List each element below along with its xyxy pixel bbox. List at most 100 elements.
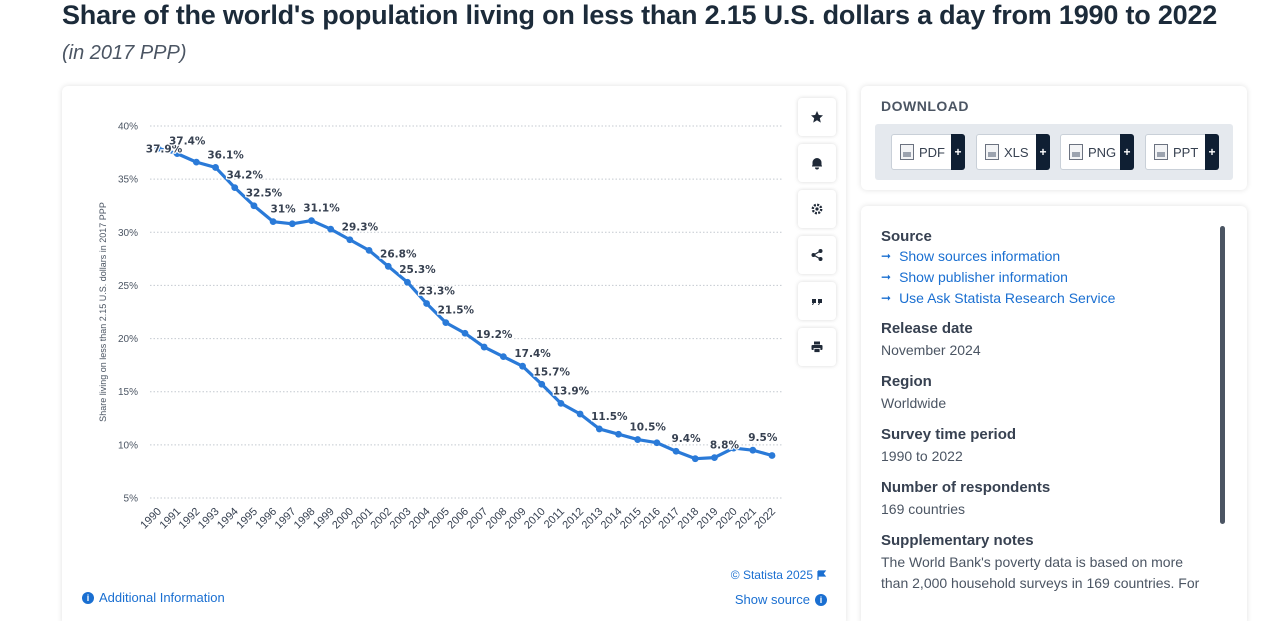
survey-period-value: 1990 to 2022 [881, 448, 963, 464]
data-point [231, 184, 239, 192]
respondents-heading: Number of respondents [881, 479, 1051, 496]
release-date-heading: Release date [881, 320, 973, 337]
data-point [192, 158, 200, 166]
x-tick-label: 2001 [349, 506, 375, 532]
x-tick-label: 2013 [580, 506, 606, 532]
data-point [595, 425, 603, 433]
statistic-info-panel: Source ➞ Show sources information ➞ Show p… [861, 206, 1247, 621]
ppt-file-icon [1154, 144, 1168, 160]
show-source-link[interactable]: Show source i [735, 592, 827, 607]
show-publisher-link[interactable]: ➞ Show publisher information [881, 268, 1211, 287]
release-date-value: November 2024 [881, 342, 981, 358]
share-button[interactable] [798, 236, 836, 274]
line-chart: 5% 10% 15% 20% 25% 30% 35% 40% Share living on l… [98, 122, 782, 532]
x-tick-label: 2007 [465, 506, 491, 532]
data-point [423, 300, 431, 307]
y-tick-label: 25% [118, 281, 138, 292]
print-button[interactable] [798, 328, 836, 366]
data-label: 31.1% [303, 203, 340, 215]
x-tick-label: 2005 [426, 506, 452, 532]
x-tick-label: 2018 [676, 506, 702, 532]
x-tick-label: 2002 [369, 506, 395, 532]
flag-icon [817, 569, 827, 580]
x-tick-label: 1990 [138, 506, 164, 532]
download-title: DOWNLOAD [881, 98, 969, 114]
cite-button[interactable] [798, 282, 836, 320]
supplementary-notes-heading: Supplementary notes [881, 532, 1034, 549]
ask-statista-label: Use Ask Statista Research Service [899, 290, 1116, 306]
x-tick-label: 1991 [158, 506, 184, 532]
copyright-label: © Statista 2025 [730, 568, 813, 582]
download-pdf-button[interactable]: PDF + [891, 134, 965, 170]
data-point [288, 220, 296, 228]
data-point [461, 329, 469, 337]
data-label: 19.2% [476, 329, 513, 341]
statista-copyright[interactable]: © Statista 2025 [731, 568, 827, 582]
plus-icon: + [1120, 134, 1134, 170]
gear-icon [811, 203, 823, 215]
x-tick-label: 1999 [311, 506, 337, 532]
ask-statista-link[interactable]: ➞ Use Ask Statista Research Service [881, 289, 1211, 308]
data-point [365, 246, 373, 254]
arrow-right-icon: ➞ [881, 270, 892, 284]
additional-information-link[interactable]: i Additional Information [82, 590, 225, 605]
data-point [212, 164, 219, 171]
data-point [519, 362, 526, 370]
y-tick-label: 20% [118, 334, 138, 345]
info-icon: i [815, 593, 827, 606]
download-png-button[interactable]: PNG + [1060, 134, 1134, 170]
chart-card: 5% 10% 15% 20% 25% 30% 35% 40% Share living on l… [62, 86, 846, 621]
data-label: 34.2% [227, 170, 264, 182]
data-point [346, 236, 354, 244]
data-label: 15.7% [534, 366, 571, 378]
data-label: 9.4% [672, 433, 702, 445]
page-title: Share of the world's population living o… [62, 0, 1218, 30]
supplementary-notes-value: The World Bank's poverty data is based o… [881, 554, 1200, 591]
x-tick-label: 1995 [234, 506, 260, 532]
download-pdf-label: PDF [919, 144, 945, 160]
data-point [250, 202, 258, 210]
data-label: 11.5% [591, 411, 628, 423]
data-point [404, 278, 411, 286]
download-panel: DOWNLOAD PDF + XLS + PNG + PPT + [861, 86, 1247, 190]
notification-button[interactable] [798, 144, 836, 182]
additional-information-label: Additional Information [99, 590, 225, 605]
show-sources-link[interactable]: ➞ Show sources information [881, 247, 1211, 266]
share-icon [811, 249, 823, 261]
data-point [154, 144, 162, 152]
plus-icon: + [1205, 134, 1219, 170]
region-value: Worldwide [881, 395, 947, 411]
y-tick-label: 35% [118, 175, 138, 186]
download-ppt-button[interactable]: PPT + [1145, 134, 1219, 170]
data-point [269, 218, 277, 226]
download-ppt-label: PPT [1173, 144, 1199, 160]
pdf-file-icon [900, 144, 914, 160]
info-icon: i [82, 591, 94, 604]
show-sources-label: Show sources information [899, 248, 1061, 264]
source-heading: Source [881, 228, 932, 245]
data-point [711, 454, 718, 462]
settings-button[interactable] [798, 190, 836, 228]
data-label: 21.5% [438, 305, 475, 317]
download-xls-button[interactable]: XLS + [976, 134, 1050, 170]
x-tick-label: 2003 [388, 506, 414, 532]
data-point [173, 150, 181, 158]
data-label: 32.5% [246, 188, 283, 200]
favorite-button[interactable] [798, 98, 836, 136]
data-label: 9.5% [748, 432, 778, 444]
y-axis-label: Share living on less than 2.15 U.S. doll… [98, 202, 108, 422]
star-icon [811, 111, 823, 123]
x-tick-label: 2020 [714, 506, 740, 532]
data-point [480, 343, 488, 351]
data-point [672, 447, 680, 455]
show-publisher-label: Show publisher information [899, 269, 1068, 285]
bell-icon [812, 158, 822, 170]
x-tick-label: 1996 [253, 506, 279, 532]
data-point [308, 217, 315, 224]
data-label: 17.4% [514, 348, 551, 360]
print-icon [811, 341, 823, 353]
data-label: 13.9% [553, 385, 590, 397]
data-point [384, 262, 392, 270]
scrollbar[interactable] [1220, 226, 1225, 524]
